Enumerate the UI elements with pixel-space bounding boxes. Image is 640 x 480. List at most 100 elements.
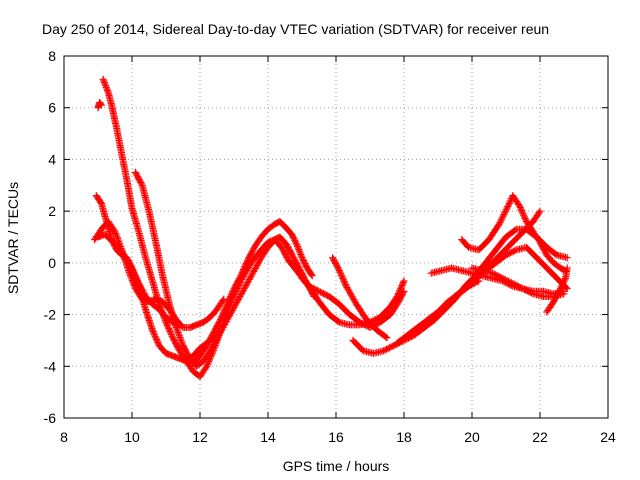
data-point xyxy=(506,198,514,206)
data-point xyxy=(250,268,258,276)
data-point xyxy=(223,302,230,310)
data-point xyxy=(307,271,315,278)
x-tick-label: 12 xyxy=(192,429,208,445)
data-point xyxy=(244,279,252,286)
series-track-3 xyxy=(131,168,318,370)
data-point xyxy=(224,299,232,307)
data-point xyxy=(176,321,184,329)
data-point xyxy=(241,283,249,291)
data-point xyxy=(563,264,571,272)
data-point xyxy=(233,297,241,305)
data-point xyxy=(334,317,342,325)
data-point xyxy=(243,258,251,266)
data-point xyxy=(230,303,238,311)
series-track-8 xyxy=(298,274,408,331)
data-point xyxy=(125,260,133,268)
data-point xyxy=(563,254,571,262)
data-point xyxy=(211,339,218,347)
data-point xyxy=(520,211,528,219)
data-point xyxy=(291,236,299,244)
data-point xyxy=(498,214,506,222)
data-point xyxy=(522,216,530,224)
data-point xyxy=(202,364,210,372)
data-point xyxy=(153,335,160,343)
series-track-17 xyxy=(393,277,483,347)
data-point xyxy=(204,359,212,367)
data-point xyxy=(300,257,307,265)
data-point xyxy=(495,220,503,228)
data-point xyxy=(339,274,347,282)
data-point xyxy=(222,303,230,311)
data-point xyxy=(229,305,237,313)
data-point xyxy=(209,342,217,350)
data-point xyxy=(243,280,251,288)
x-axis-label: GPS time / hours xyxy=(283,458,390,474)
y-tick-label: -6 xyxy=(44,410,57,426)
data-point xyxy=(250,266,258,274)
data-point xyxy=(496,219,504,226)
data-point xyxy=(400,277,408,285)
data-point xyxy=(399,279,407,286)
data-point xyxy=(497,274,505,282)
data-point xyxy=(224,314,232,322)
data-point xyxy=(314,287,321,295)
data-point xyxy=(217,314,225,322)
data-point xyxy=(349,294,357,302)
data-point xyxy=(552,250,560,258)
data-point xyxy=(154,339,162,346)
data-point xyxy=(502,207,509,215)
data-point xyxy=(233,299,241,307)
data-point xyxy=(245,275,253,283)
data-point xyxy=(203,362,211,370)
data-point xyxy=(347,290,354,298)
x-tick-label: 16 xyxy=(328,429,344,445)
y-tick-label: 0 xyxy=(48,255,56,271)
data-point xyxy=(288,230,296,238)
data-point xyxy=(163,320,171,328)
chart-title: Day 250 of 2014, Sidereal Day-to-day VTE… xyxy=(42,21,549,37)
data-point xyxy=(235,294,243,302)
data-point xyxy=(239,267,247,275)
x-tick-label: 8 xyxy=(60,429,68,445)
data-point xyxy=(137,180,145,188)
data-point xyxy=(504,203,512,211)
data-point xyxy=(249,269,257,277)
data-point xyxy=(100,77,108,85)
data-point xyxy=(290,235,298,243)
data-point xyxy=(503,204,511,212)
data-point xyxy=(238,270,245,278)
data-point xyxy=(309,291,317,299)
data-point xyxy=(152,334,160,342)
data-point xyxy=(241,263,249,270)
data-point xyxy=(223,300,231,308)
data-point xyxy=(242,259,250,267)
series-track-1 xyxy=(94,99,105,112)
data-point xyxy=(221,320,229,328)
data-point xyxy=(240,285,248,293)
data-point xyxy=(301,260,309,268)
data-point xyxy=(219,310,227,317)
data-point xyxy=(246,274,254,282)
data-point xyxy=(515,201,523,208)
data-point xyxy=(498,215,506,223)
data-point xyxy=(229,288,237,296)
data-point xyxy=(310,293,318,300)
data-point xyxy=(295,247,303,255)
data-point xyxy=(221,306,228,314)
data-point xyxy=(227,293,235,300)
data-point xyxy=(223,316,231,324)
data-point xyxy=(473,278,481,286)
data-point xyxy=(239,286,247,294)
data-point xyxy=(563,285,571,293)
data-point xyxy=(348,293,356,301)
data-point xyxy=(227,291,235,299)
data-point xyxy=(238,289,246,297)
data-point xyxy=(559,280,567,288)
data-point xyxy=(220,308,228,316)
data-point xyxy=(347,291,355,299)
data-point xyxy=(245,277,252,285)
data-point xyxy=(345,287,353,295)
data-point xyxy=(247,272,255,280)
y-tick-label: -4 xyxy=(44,358,57,374)
